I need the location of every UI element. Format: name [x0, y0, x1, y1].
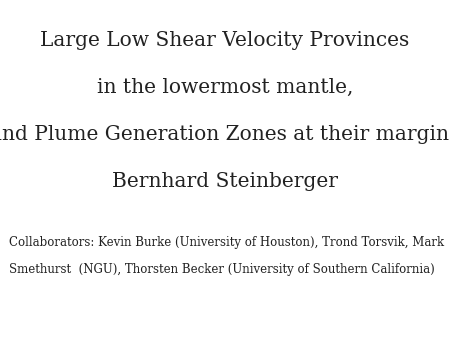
Text: and Plume Generation Zones at their margins: and Plume Generation Zones at their marg…: [0, 125, 450, 144]
Text: Smethurst  (NGU), Thorsten Becker (University of Southern California): Smethurst (NGU), Thorsten Becker (Univer…: [9, 263, 435, 276]
Text: in the lowermost mantle,: in the lowermost mantle,: [97, 78, 353, 97]
Text: Collaborators: Kevin Burke (University of Houston), Trond Torsvik, Mark: Collaborators: Kevin Burke (University o…: [9, 236, 444, 249]
Text: Bernhard Steinberger: Bernhard Steinberger: [112, 173, 338, 191]
Text: Large Low Shear Velocity Provinces: Large Low Shear Velocity Provinces: [40, 31, 410, 50]
